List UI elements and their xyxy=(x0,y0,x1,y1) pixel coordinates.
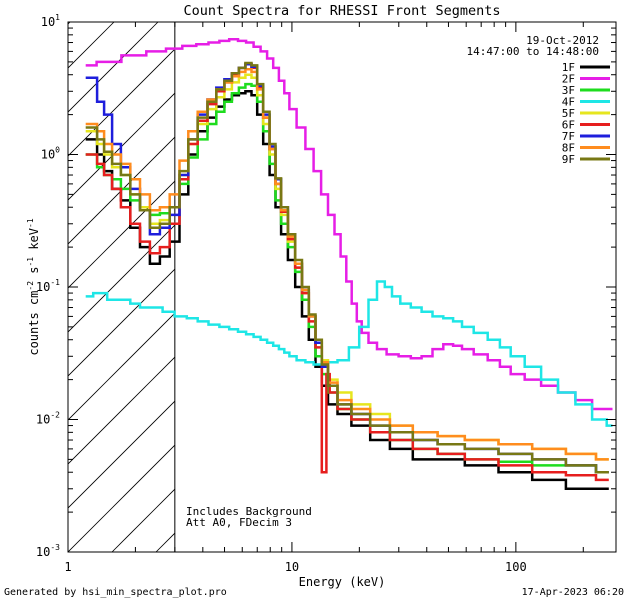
legend-label-8F: 8F xyxy=(562,142,575,155)
y-axis-label-mid1: s xyxy=(27,267,41,281)
y-tick-label: 10-3 xyxy=(36,543,60,559)
y-axis-label-main: counts cm xyxy=(27,291,41,356)
time-range-label: 14:47:00 to 14:48:00 xyxy=(467,45,599,58)
y-axis-label-sup2: -1 xyxy=(26,257,35,267)
legend-label-4F: 4F xyxy=(562,96,575,109)
y-axis-label-mid2: keV xyxy=(27,228,41,257)
x-tick-label: 1 xyxy=(64,560,71,574)
series-line-2F xyxy=(85,38,613,411)
annotation-background: Includes Background xyxy=(186,505,312,518)
y-axis-label: counts cm-2 s-1 keV-1 xyxy=(26,218,41,355)
axis-ticks xyxy=(67,21,616,553)
x-axis-label: Energy (keV) xyxy=(299,575,386,589)
date-label: 19-Oct-2012 xyxy=(526,34,599,47)
hatch-line xyxy=(68,224,175,333)
series-layer xyxy=(85,38,613,491)
chart-title: Count Spectra for RHESSI Front Segments xyxy=(184,3,501,19)
hatch-line xyxy=(68,92,175,201)
hatch-line xyxy=(68,268,175,377)
y-tick-label: 10-1 xyxy=(36,278,60,294)
hatch-line xyxy=(68,48,175,157)
y-tick-label: 101 xyxy=(41,13,60,29)
annotation-attenuator: Att A0, FDecim 3 xyxy=(186,516,292,529)
y-tick-label: 100 xyxy=(41,146,60,162)
footer-generated-by: Generated by hsi_min_spectra_plot.pro xyxy=(4,587,227,598)
x-tick-labels: 1 10 100 xyxy=(64,560,526,574)
legend-label-2F: 2F xyxy=(562,73,575,86)
legend-label-5F: 5F xyxy=(562,107,575,120)
y-tick-labels: 10-3 10-2 10-1 100 101 xyxy=(36,13,60,559)
legend-label-6F: 6F xyxy=(562,119,575,132)
series-line-8F xyxy=(85,67,609,461)
y-tick-label: 10-2 xyxy=(36,411,60,427)
x-tick-label: 10 xyxy=(285,560,299,574)
hatch-line xyxy=(68,22,159,113)
footer-timestamp: 17-Apr-2023 06:20 xyxy=(522,587,624,598)
legend-label-1F: 1F xyxy=(562,61,575,74)
y-axis-label-sup1: -2 xyxy=(26,281,35,291)
series-line-9F xyxy=(85,61,609,474)
hatch-line xyxy=(68,444,175,552)
y-axis-label-sup3: -1 xyxy=(26,218,35,228)
legend-label-9F: 9F xyxy=(562,153,575,166)
hatch-line xyxy=(68,400,175,509)
legend-label-7F: 7F xyxy=(562,130,575,143)
legend-label-3F: 3F xyxy=(562,84,575,97)
x-tick-label: 100 xyxy=(505,560,527,574)
